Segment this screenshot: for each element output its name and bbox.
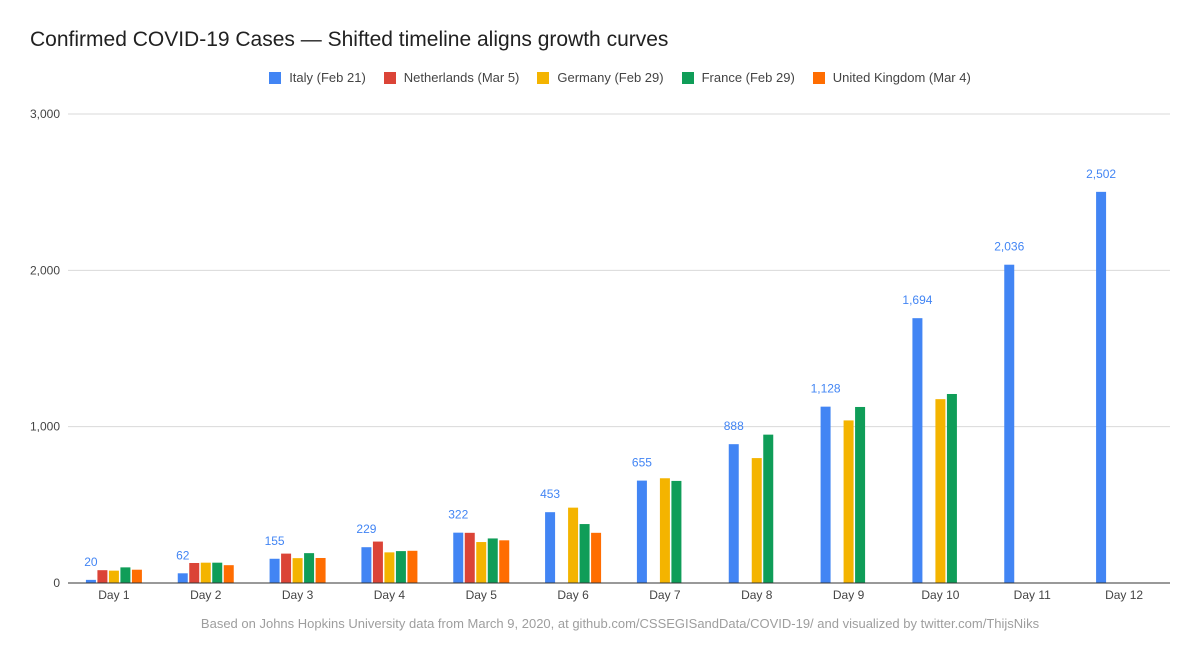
legend-label-germany: Germany (Feb 29)	[557, 70, 664, 85]
bar	[591, 532, 602, 583]
legend-label-netherlands: Netherlands (Mar 5)	[403, 70, 520, 85]
bar	[384, 552, 395, 583]
bar	[177, 573, 188, 583]
bar	[464, 532, 475, 583]
bar	[659, 478, 670, 583]
bar	[1004, 264, 1015, 583]
data-label: 888	[724, 419, 744, 433]
legend-label-united-kingdom: United Kingdom (Mar 4)	[832, 70, 971, 85]
data-label: 453	[540, 487, 560, 501]
data-label: 2,036	[994, 240, 1024, 254]
chart-title: Confirmed COVID-19 Cases — Shifted timel…	[30, 28, 669, 51]
bar	[728, 444, 739, 583]
bar	[85, 579, 96, 583]
bar	[315, 557, 326, 583]
legend-swatch-united-kingdom	[812, 71, 825, 84]
x-tick-label: Day 6	[557, 588, 589, 602]
data-label: 1,694	[902, 293, 932, 307]
data-label: 2,502	[1086, 167, 1116, 181]
bar	[395, 551, 406, 583]
data-label: 322	[448, 508, 468, 522]
bar	[269, 558, 280, 583]
bar	[108, 570, 119, 583]
bar	[372, 541, 383, 583]
x-tick-label: Day 12	[1105, 588, 1143, 602]
y-tick-label: 2,000	[30, 263, 60, 277]
bar	[200, 562, 211, 583]
x-tick-label: Day 9	[833, 588, 865, 602]
x-tick-label: Day 3	[282, 588, 314, 602]
bar	[407, 550, 418, 583]
bar	[579, 524, 590, 583]
legend: Italy (Feb 21) Netherlands (Mar 5) Germa…	[0, 70, 1200, 85]
data-label: 62	[176, 548, 190, 562]
y-tick-label: 3,000	[30, 107, 60, 121]
data-label: 655	[632, 456, 652, 470]
x-tick-label: Day 7	[649, 588, 681, 602]
bar	[751, 458, 762, 583]
bar	[212, 562, 223, 583]
bar	[120, 567, 131, 583]
legend-item-france[interactable]: France (Feb 29)	[681, 70, 795, 85]
bar	[843, 420, 854, 583]
y-tick-label: 1,000	[30, 420, 60, 434]
source-note: Based on Johns Hopkins University data f…	[200, 616, 1040, 631]
bar	[97, 570, 108, 583]
bar	[855, 406, 866, 583]
bar	[304, 553, 315, 583]
legend-swatch-italy	[269, 71, 282, 84]
bar	[912, 318, 923, 583]
x-tick-label: Day 2	[190, 588, 222, 602]
bar	[453, 532, 464, 583]
bar	[487, 538, 498, 583]
legend-item-germany[interactable]: Germany (Feb 29)	[537, 70, 664, 85]
bar	[763, 434, 774, 583]
x-tick-label: Day 10	[921, 588, 959, 602]
legend-item-netherlands[interactable]: Netherlands (Mar 5)	[383, 70, 520, 85]
data-label: 229	[356, 522, 376, 536]
legend-swatch-france	[681, 71, 694, 84]
data-label: 1,128	[811, 382, 841, 396]
y-tick-label: 0	[53, 576, 60, 590]
legend-label-france: France (Feb 29)	[701, 70, 795, 85]
bar	[820, 406, 831, 583]
legend-item-italy[interactable]: Italy (Feb 21)	[269, 70, 366, 85]
bar	[223, 565, 234, 583]
legend-item-united-kingdom[interactable]: United Kingdom (Mar 4)	[812, 70, 971, 85]
bar	[476, 542, 487, 583]
x-tick-label: Day 1	[98, 588, 130, 602]
bar	[636, 480, 647, 583]
bar	[281, 553, 292, 583]
x-tick-label: Day 5	[466, 588, 498, 602]
bar	[568, 507, 579, 583]
legend-swatch-netherlands	[383, 71, 396, 84]
x-tick-label: Day 4	[374, 588, 406, 602]
data-label: 20	[84, 555, 98, 569]
data-label: 155	[265, 534, 285, 548]
bar	[499, 540, 510, 583]
legend-swatch-germany	[537, 71, 550, 84]
bar	[946, 393, 957, 583]
bar	[361, 547, 372, 583]
bar	[1096, 191, 1107, 583]
bar	[189, 562, 200, 583]
bar	[292, 558, 303, 583]
bar	[935, 399, 946, 583]
legend-label-italy: Italy (Feb 21)	[289, 70, 366, 85]
bar	[545, 512, 556, 583]
bar	[671, 480, 682, 583]
x-tick-label: Day 11	[1014, 588, 1051, 602]
bar	[131, 569, 142, 583]
x-tick-label: Day 8	[741, 588, 773, 602]
